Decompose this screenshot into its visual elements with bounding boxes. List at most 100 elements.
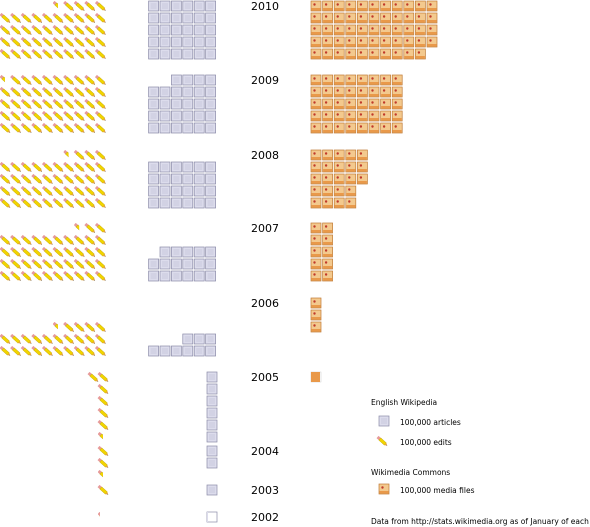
media-icon-2009-8 bbox=[322, 110, 333, 122]
edit-icon-2010-18 bbox=[31, 24, 43, 35]
edit-icon-2008-4 bbox=[0, 161, 11, 172]
article-icon-2009-20 bbox=[193, 110, 205, 122]
edit-icon-2007-11 bbox=[84, 234, 96, 245]
media-icon-2009-29 bbox=[368, 122, 380, 134]
edit-icon-2006-1 bbox=[63, 321, 74, 332]
edit-icon-2008-30 bbox=[63, 185, 74, 196]
article-icon-2007-12 bbox=[159, 270, 171, 282]
media-icon-2008-16 bbox=[345, 161, 357, 173]
edit-icon-2005-0 bbox=[87, 371, 99, 382]
edit-icon-2008-16 bbox=[20, 173, 32, 184]
edit-icon-2010-9 bbox=[41, 12, 53, 23]
article-icon-2008-22 bbox=[193, 197, 205, 209]
edit-icon-2010-29 bbox=[41, 36, 53, 47]
media-icon-2009-2 bbox=[310, 98, 322, 110]
edit-icon-2008-39 bbox=[52, 197, 64, 208]
edit-icon-2009-27 bbox=[73, 98, 85, 109]
edit-icon-2008-28 bbox=[41, 185, 53, 196]
article-icon-2008-1 bbox=[159, 161, 171, 173]
media-icon-2009-39 bbox=[391, 122, 403, 134]
year-label-2009: 2009 bbox=[251, 74, 279, 87]
edit-icon-2007-12 bbox=[94, 234, 106, 245]
media-icon-2010-28 bbox=[368, 36, 380, 48]
edit-icon-2010-0 bbox=[53, 1, 58, 11]
article-icon-2008-13 bbox=[159, 185, 171, 197]
article-icon-2006-2 bbox=[205, 333, 216, 345]
article-icon-2007-5 bbox=[148, 258, 159, 270]
edit-icon-2008-3 bbox=[94, 149, 106, 160]
media-icon-2010-4 bbox=[310, 48, 322, 60]
edit-icon-2007-4 bbox=[10, 234, 21, 245]
edit-icon-2008-14 bbox=[0, 173, 11, 184]
edit-icon-2007-3 bbox=[0, 234, 11, 245]
edit-icon-2010-13 bbox=[84, 12, 96, 23]
media-icon-2010-45 bbox=[415, 0, 426, 12]
article-icon-2005-1 bbox=[206, 383, 218, 395]
media-icon-2010-44 bbox=[403, 48, 415, 60]
edit-icon-2007-24 bbox=[10, 258, 21, 269]
article-icon-2010-25 bbox=[205, 36, 216, 48]
edit-icon-2010-27 bbox=[20, 36, 32, 47]
edit-icon-2009-11 bbox=[10, 86, 21, 97]
media-icon-2007-9 bbox=[322, 270, 333, 282]
legend-edit-icon bbox=[376, 435, 388, 446]
edit-icon-2010-6 bbox=[10, 12, 21, 23]
media-icon-2010-14 bbox=[333, 48, 345, 60]
year-label-2003: 2003 bbox=[251, 484, 279, 497]
article-icon-2009-15 bbox=[205, 98, 216, 110]
edit-icon-2010-22 bbox=[73, 24, 85, 35]
edit-icon-2008-29 bbox=[52, 185, 64, 196]
edit-icon-2008-35 bbox=[10, 197, 21, 208]
article-icon-2008-16 bbox=[193, 185, 205, 197]
media-icon-2008-14 bbox=[333, 197, 345, 209]
media-icon-2008-18 bbox=[345, 185, 357, 197]
edit-icon-2010-15 bbox=[0, 24, 11, 35]
edit-icon-2008-20 bbox=[63, 173, 74, 184]
media-icon-2009-27 bbox=[368, 98, 380, 110]
edit-icon-2008-41 bbox=[73, 197, 85, 208]
article-icon-2002-0 bbox=[206, 511, 218, 523]
media-icon-2008-0 bbox=[310, 149, 322, 161]
media-icon-2008-11 bbox=[333, 161, 345, 173]
media-icon-2010-22 bbox=[357, 24, 368, 36]
article-icon-2007-6 bbox=[159, 258, 171, 270]
edit-icon-2005-3 bbox=[97, 395, 109, 406]
article-icon-2007-2 bbox=[182, 246, 194, 258]
media-icon-2009-7 bbox=[322, 98, 333, 110]
article-icon-2003-0 bbox=[206, 484, 218, 496]
article-icon-2010-8 bbox=[148, 12, 159, 24]
article-icon-2006-6 bbox=[182, 345, 194, 357]
edit-icon-2006-0 bbox=[53, 322, 58, 332]
article-icon-2008-19 bbox=[159, 197, 171, 209]
edit-icon-2010-16 bbox=[10, 24, 21, 35]
article-icon-2010-21 bbox=[159, 36, 171, 48]
edit-icon-2007-16 bbox=[31, 246, 43, 257]
media-icon-2010-10 bbox=[333, 0, 345, 12]
media-icon-2010-38 bbox=[391, 36, 403, 48]
legend-label-articles: 100,000 articles bbox=[400, 418, 461, 427]
media-icon-2009-22 bbox=[357, 98, 368, 110]
media-icon-2009-36 bbox=[391, 86, 403, 98]
article-icon-2010-23 bbox=[182, 36, 194, 48]
media-icon-2007-3 bbox=[310, 258, 322, 270]
edit-icon-2010-25 bbox=[0, 36, 11, 47]
media-icon-2010-34 bbox=[380, 48, 391, 60]
edit-icon-2009-28 bbox=[84, 98, 96, 109]
media-icon-2010-32 bbox=[380, 24, 391, 36]
edit-icon-2010-7 bbox=[20, 12, 32, 23]
year-label-2004: 2004 bbox=[251, 445, 279, 458]
edit-icon-2009-46 bbox=[63, 122, 74, 133]
media-icon-2010-16 bbox=[345, 12, 357, 24]
media-icon-2010-52 bbox=[426, 24, 438, 36]
edit-icon-2010-42 bbox=[73, 48, 85, 59]
legend-label-media-files: 100,000 media files bbox=[400, 486, 475, 495]
edit-icon-2009-4 bbox=[41, 74, 53, 85]
edit-icon-2008-43 bbox=[94, 197, 106, 208]
media-icon-2009-31 bbox=[380, 86, 391, 98]
legend-heading-wikimedia-commons: Wikimedia Commons bbox=[371, 468, 451, 477]
edit-icon-2008-23 bbox=[94, 173, 106, 184]
media-icon-2009-28 bbox=[368, 110, 380, 122]
edit-icon-2008-7 bbox=[31, 161, 43, 172]
edit-icon-2004-0 bbox=[97, 445, 109, 456]
edit-icon-2008-1 bbox=[73, 149, 85, 160]
